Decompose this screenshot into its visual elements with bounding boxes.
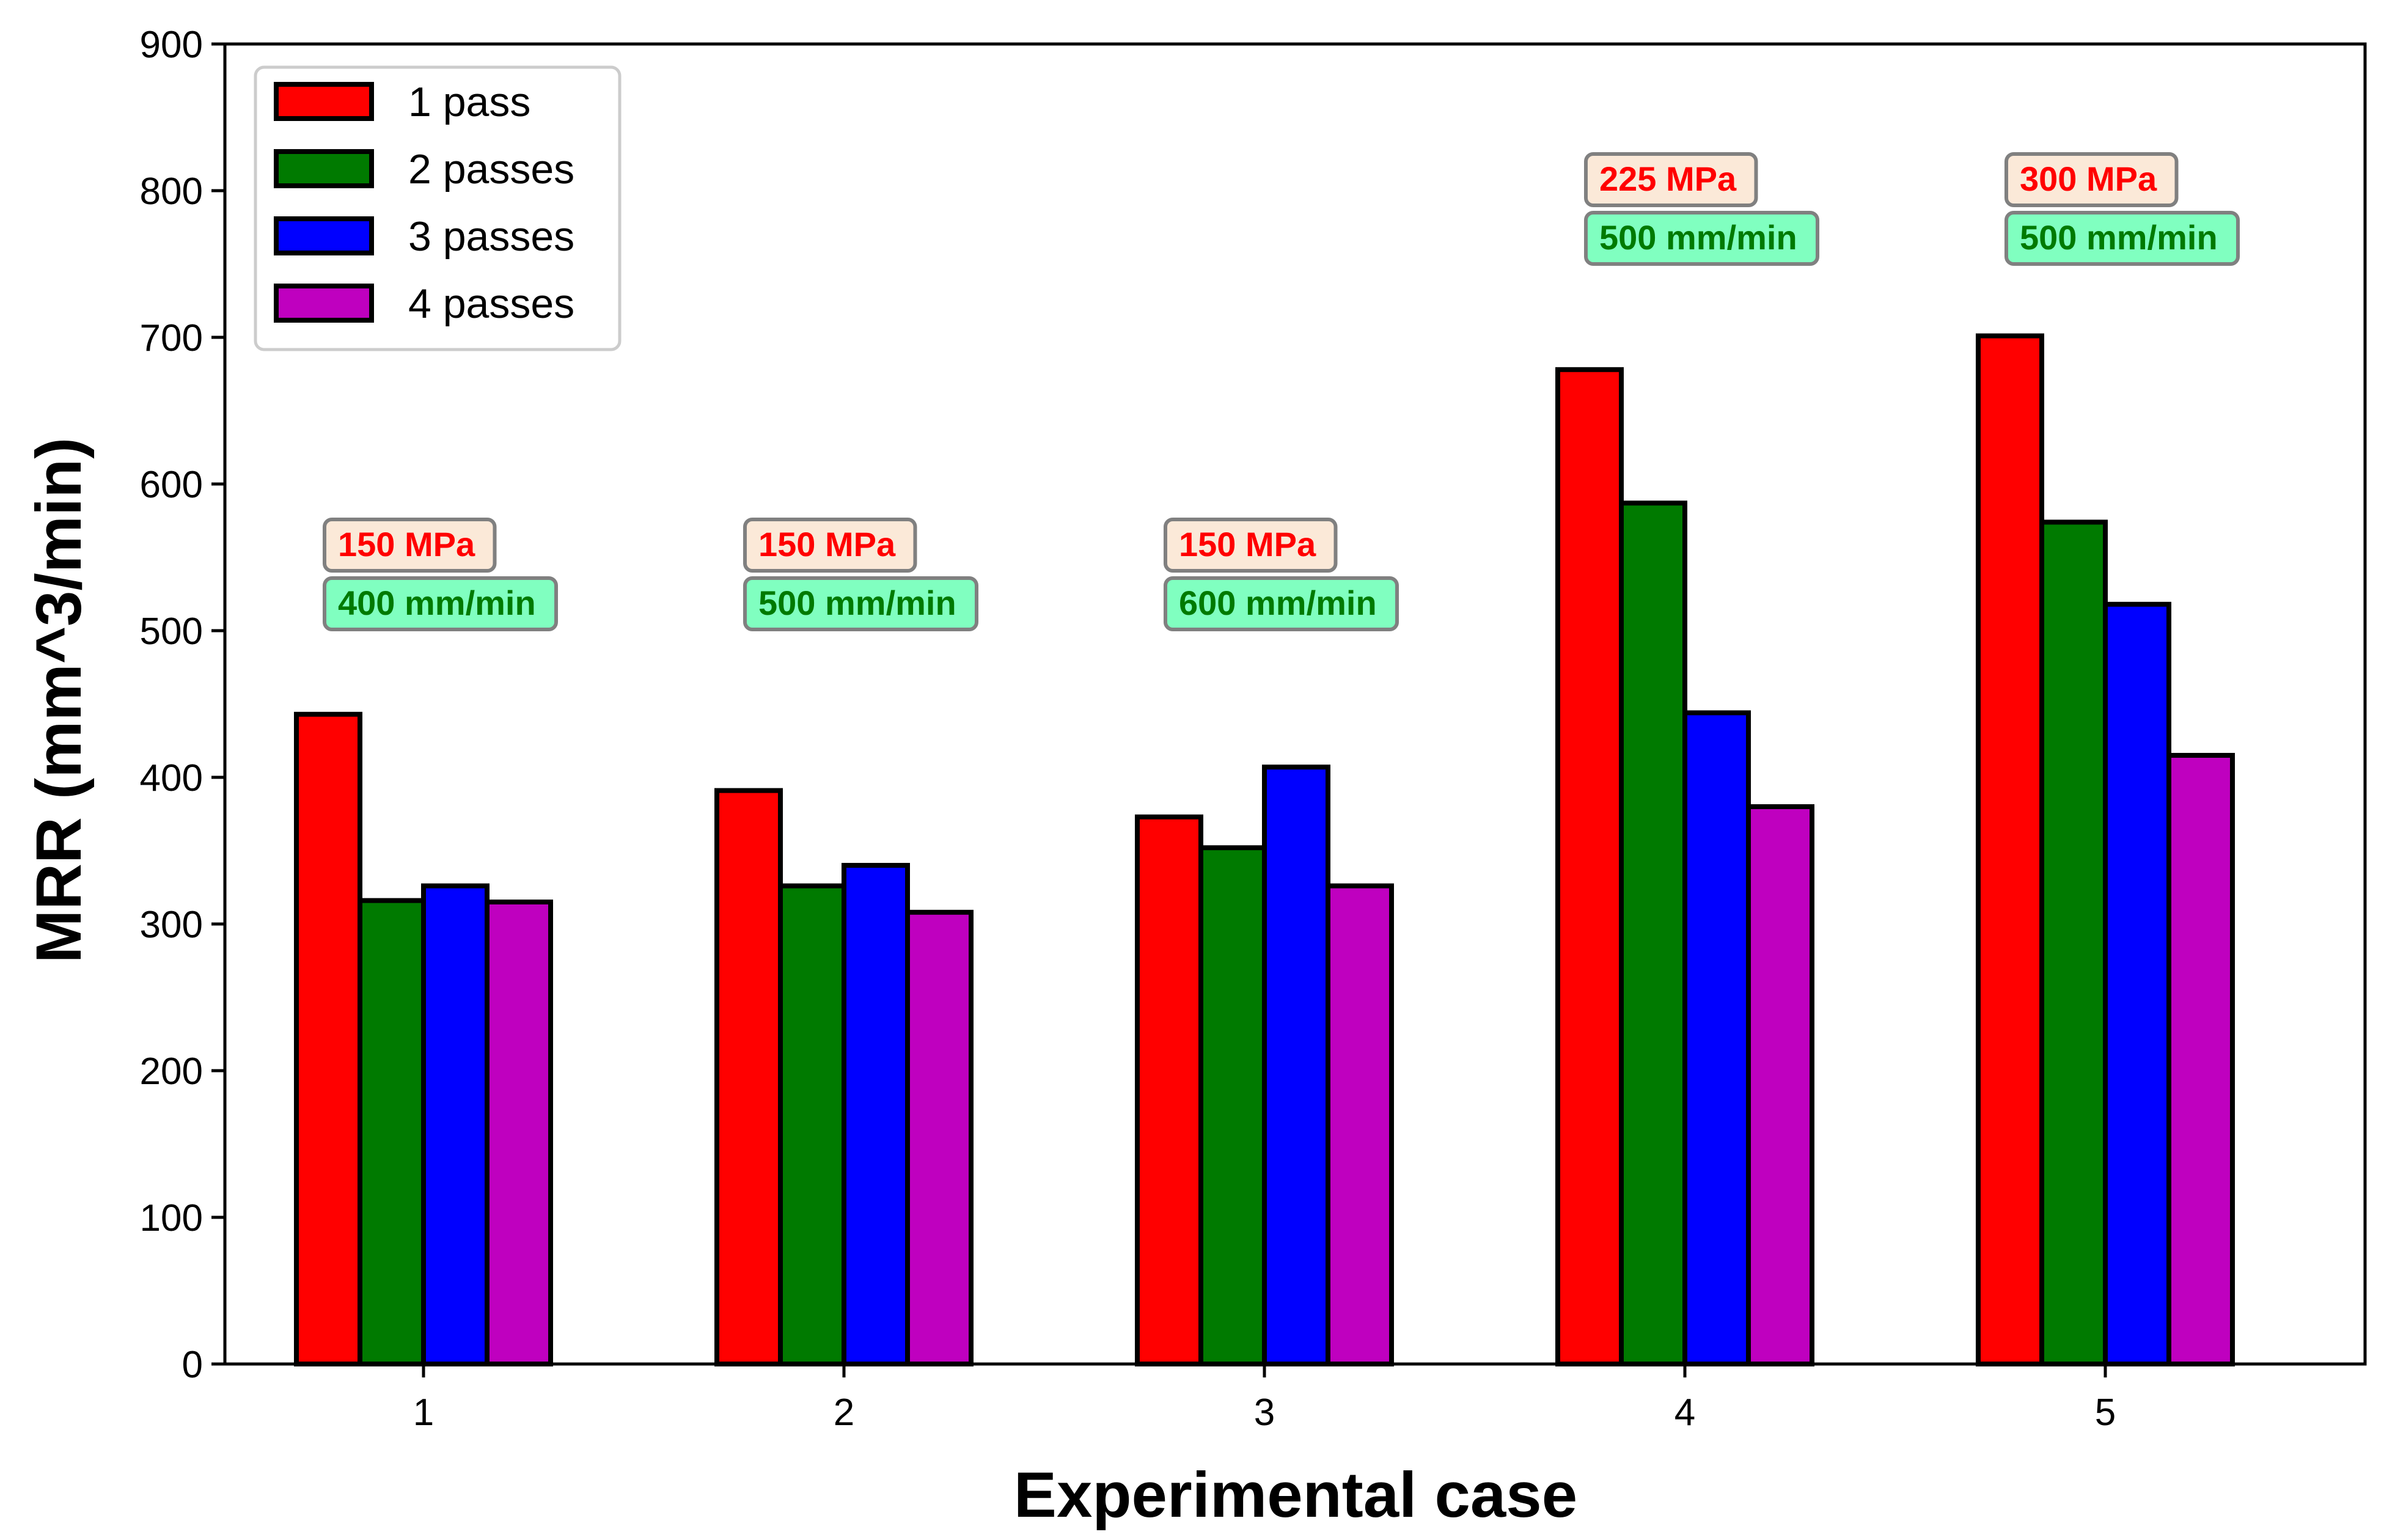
- pressure-annotation-box: [1584, 152, 1758, 207]
- x-axis-title: Experimental case: [1014, 1459, 1577, 1531]
- x-tick-label: 2: [834, 1392, 854, 1434]
- speed-annotation-text: 600 mm/min: [1179, 584, 1377, 622]
- pressure-annotation-text: 225 MPa: [1599, 160, 1737, 198]
- bar-case-4-1-pass: [1555, 367, 1624, 1366]
- bar-case-2-2-passes: [778, 883, 846, 1366]
- bar-case-5-2-passes: [2039, 519, 2108, 1366]
- legend-label: 1 pass: [408, 79, 530, 125]
- legend: 1 pass 2 passes 3 passes 4 passes: [254, 65, 622, 351]
- bar-case-3-2-passes: [1198, 845, 1267, 1366]
- bar-case-3-3-passes: [1262, 765, 1330, 1366]
- bar-case-1-3-passes: [421, 883, 490, 1366]
- y-tick-label: 200: [140, 1050, 203, 1093]
- y-tick-label: 0: [182, 1344, 203, 1386]
- speed-annotation-text: 500 mm/min: [1599, 218, 1797, 257]
- bar-case-5-4-passes: [2166, 753, 2235, 1366]
- speed-annotation-text: 500 mm/min: [2020, 218, 2218, 257]
- y-tick-label: 400: [140, 757, 203, 799]
- speed-annotation-box: [2004, 211, 2240, 266]
- x-axis: 1 2 3 4 5: [413, 1364, 2116, 1434]
- bar-case-1-1-pass: [294, 711, 362, 1366]
- bar-case-3-4-passes: [1326, 883, 1394, 1366]
- y-tick-label: 800: [140, 170, 203, 213]
- y-axis: 0 100 200 300 400 500 600 700 800 900: [140, 24, 225, 1386]
- x-tick-label: 4: [1674, 1392, 1695, 1434]
- legend-label: 2 passes: [408, 146, 574, 193]
- x-tick-label: 3: [1254, 1392, 1275, 1434]
- bar-case-1-2-passes: [358, 898, 426, 1366]
- bar-case-4-2-passes: [1619, 501, 1687, 1367]
- y-axis-title: MRR (mm^3/min): [23, 438, 95, 964]
- y-tick-label: 900: [140, 24, 203, 66]
- pressure-annotation-text: 150 MPa: [1179, 525, 1316, 563]
- y-tick-label: 500: [140, 610, 203, 653]
- annotations: 150 MPa 400 mm/min 150 MPa 500 mm/min 150 MP…: [323, 152, 2240, 631]
- bar-case-4-3-passes: [1682, 710, 1751, 1366]
- bar-case-1-4-passes: [485, 900, 553, 1366]
- legend-swatch: [274, 82, 374, 121]
- pressure-annotation-box: [1164, 518, 1338, 573]
- x-tick-label: 5: [2095, 1392, 2116, 1434]
- y-tick-label: 600: [140, 464, 203, 506]
- speed-annotation-text: 400 mm/min: [338, 584, 536, 622]
- legend-swatch: [274, 216, 374, 255]
- speed-annotation-box: [743, 576, 978, 631]
- y-tick-label: 100: [140, 1197, 203, 1239]
- legend-label: 4 passes: [408, 280, 574, 327]
- bar-case-2-4-passes: [905, 909, 974, 1367]
- x-tick-label: 1: [413, 1392, 434, 1434]
- pressure-annotation-box: [2004, 152, 2179, 207]
- y-tick-label: 700: [140, 317, 203, 359]
- pressure-annotation-box: [323, 518, 497, 573]
- bars-layer: [294, 333, 2235, 1367]
- legend-label: 3 passes: [408, 213, 574, 260]
- legend-frame: [254, 65, 622, 351]
- pressure-annotation-text: 150 MPa: [758, 525, 896, 563]
- speed-annotation-text: 500 mm/min: [758, 584, 956, 622]
- speed-annotation-box: [323, 576, 558, 631]
- bar-case-4-4-passes: [1746, 804, 1814, 1366]
- legend-swatch: [274, 284, 374, 323]
- bar-case-2-1-pass: [714, 788, 783, 1366]
- bar-case-5-1-pass: [1976, 333, 2044, 1366]
- speed-annotation-box: [1584, 211, 1819, 266]
- bar-case-5-3-passes: [2103, 601, 2171, 1366]
- speed-annotation-box: [1164, 576, 1399, 631]
- pressure-annotation-text: 300 MPa: [2020, 160, 2157, 198]
- pressure-annotation-box: [743, 518, 917, 573]
- legend-swatch: [274, 149, 374, 188]
- pressure-annotation-text: 150 MPa: [338, 525, 475, 563]
- y-tick-label: 300: [140, 904, 203, 946]
- plot-frame: [223, 42, 2367, 1366]
- bar-case-3-1-pass: [1135, 814, 1203, 1367]
- bar-case-2-3-passes: [842, 863, 910, 1366]
